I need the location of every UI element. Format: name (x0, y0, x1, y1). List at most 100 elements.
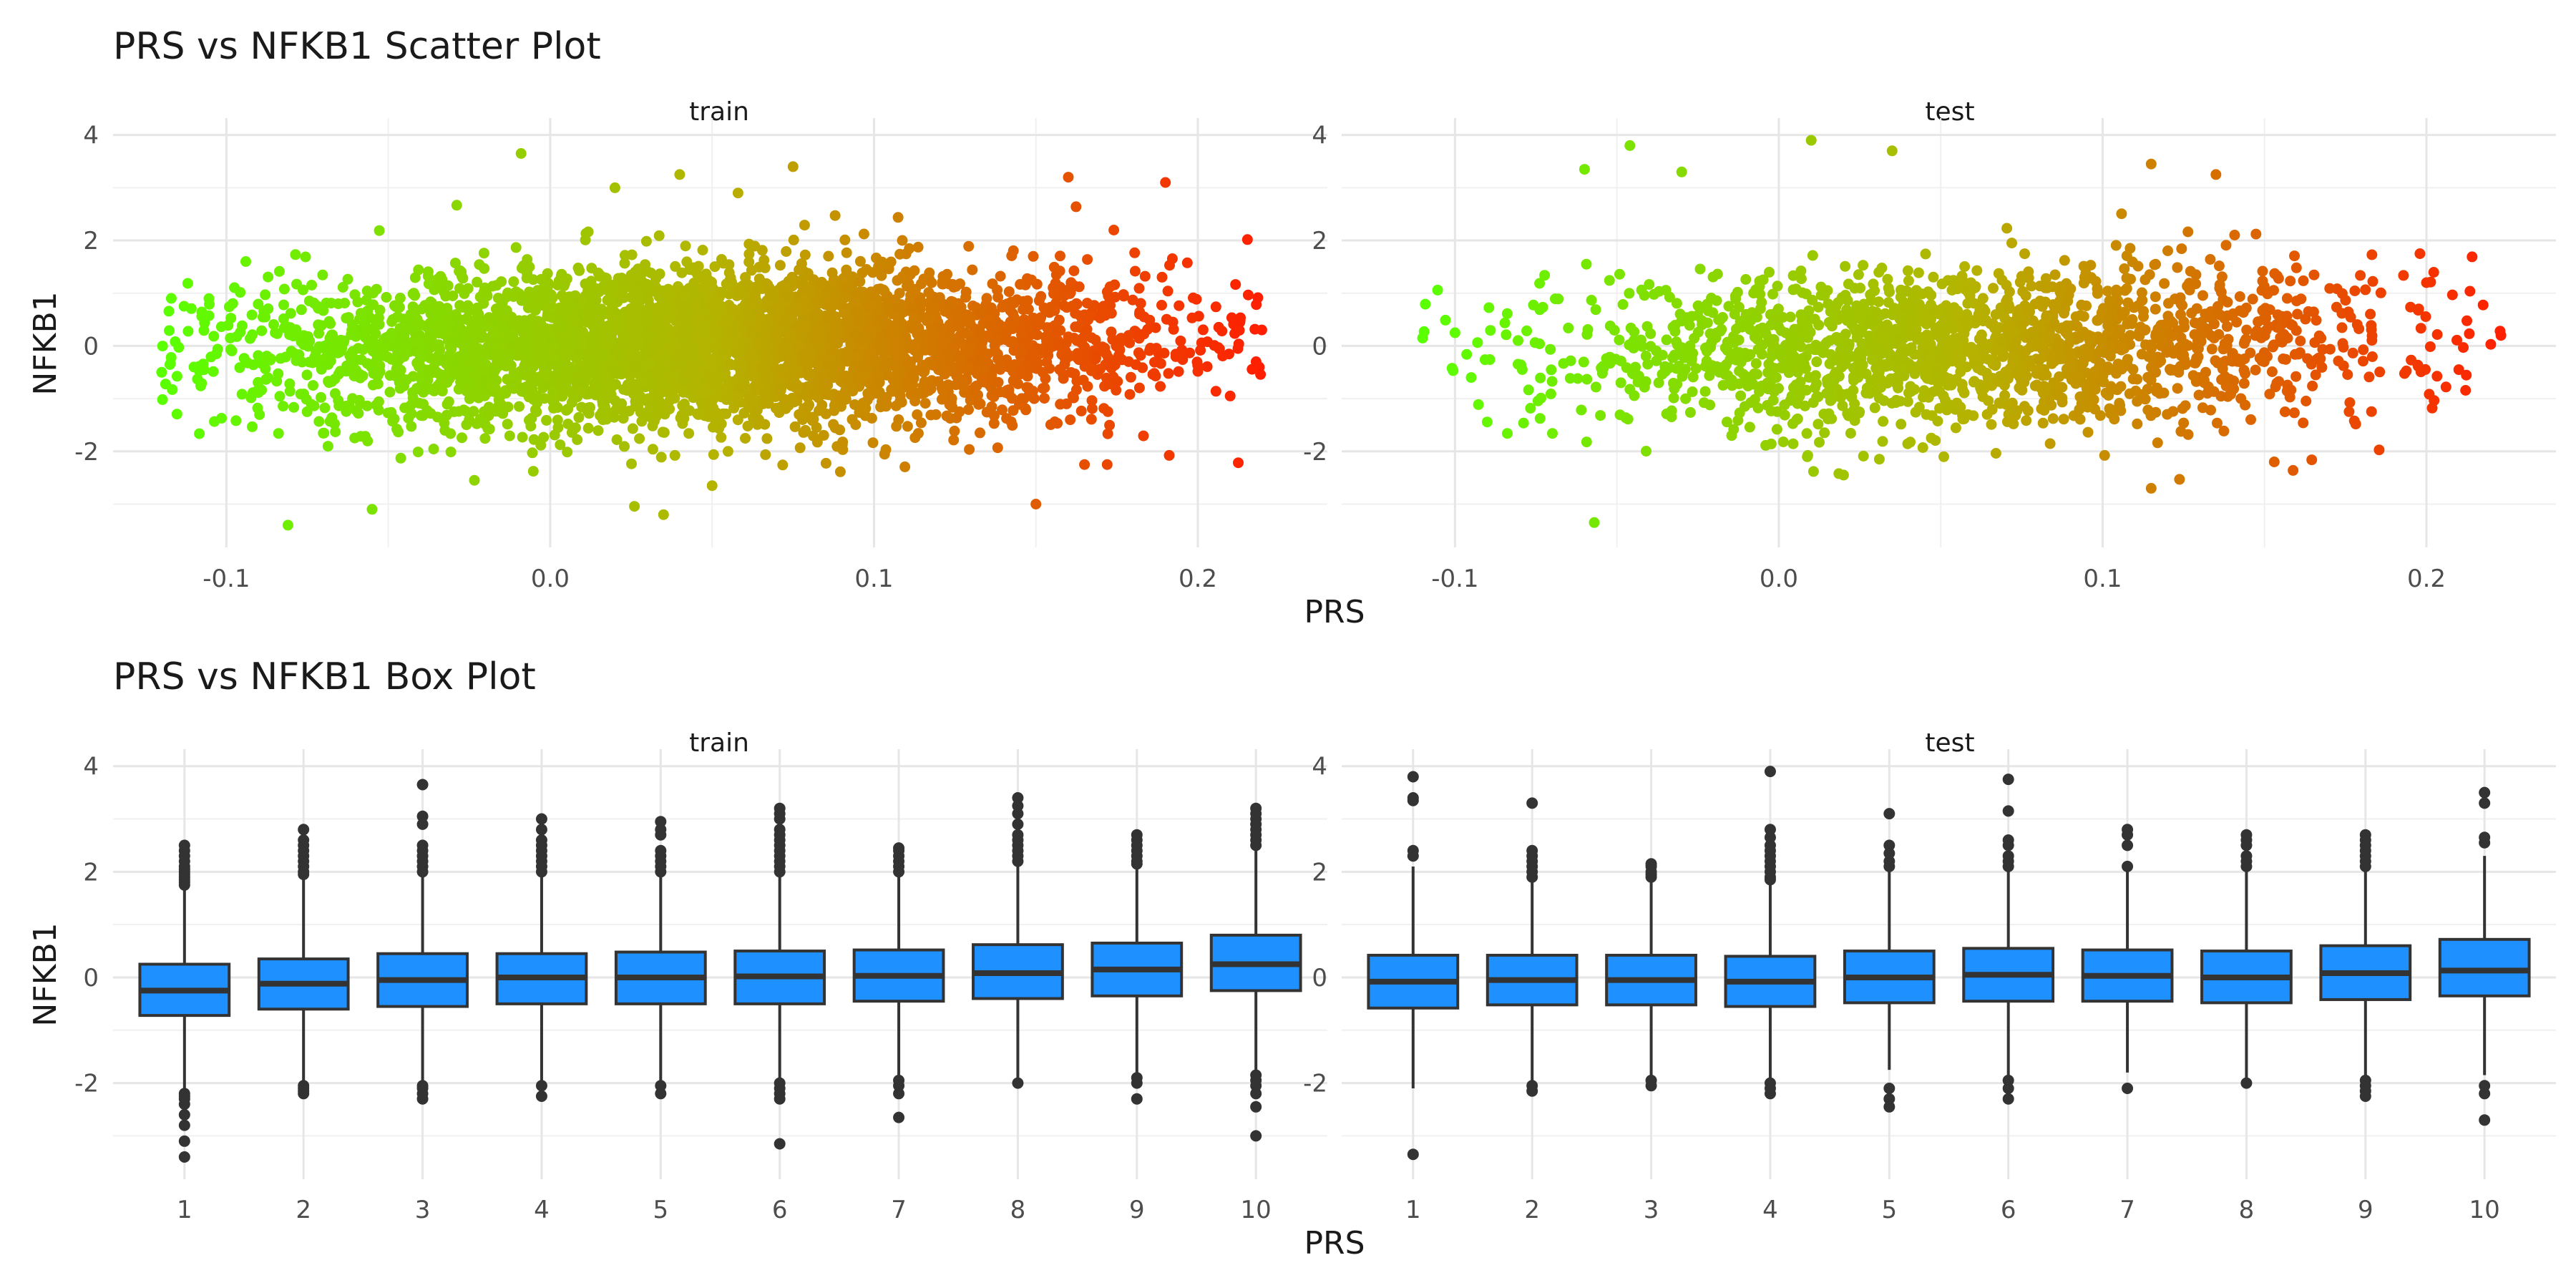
scatter-point (653, 230, 665, 241)
scatter-point (1224, 390, 1236, 401)
scatter-point (374, 304, 386, 316)
scatter-point (949, 425, 960, 436)
scatter-point (428, 444, 439, 454)
scatter-point (504, 430, 515, 441)
x-tick-label: -0.1 (1431, 565, 1478, 593)
y-tick-label: 2 (83, 227, 99, 255)
scatter-point (1473, 399, 1484, 410)
scatter-point (814, 405, 824, 416)
scatter-point (718, 318, 729, 329)
scatter-point (829, 405, 840, 416)
scatter-point (171, 409, 182, 420)
scatter-point (407, 387, 419, 398)
scatter-point (1694, 263, 1706, 275)
scatter-point (640, 305, 652, 316)
scatter-point (445, 351, 457, 363)
scatter-point (987, 278, 998, 290)
scatter-point (669, 449, 680, 461)
scatter-point (735, 367, 746, 379)
scatter-point (911, 387, 922, 399)
y-tick-label: -2 (1303, 438, 1327, 467)
scatter-point (902, 360, 914, 371)
scatter-point (616, 404, 628, 416)
scatter-point (298, 284, 308, 296)
scatter-point (170, 336, 181, 347)
scatter-point (552, 414, 563, 426)
scatter-point (753, 414, 764, 425)
scatter-point (1081, 298, 1093, 309)
scatter-point (780, 316, 791, 327)
scatter-point (2132, 260, 2144, 272)
scatter-point (813, 298, 824, 309)
scatter-point (409, 290, 421, 301)
scatter-point (1135, 298, 1146, 309)
scatter-point (2431, 329, 2443, 340)
scatter-point (722, 336, 733, 348)
scatter-point (784, 369, 795, 380)
scatter-point (892, 315, 904, 326)
scatter-point (394, 293, 406, 303)
scatter-point (655, 303, 667, 315)
scatter-point (469, 326, 480, 337)
scatter-point (1008, 405, 1019, 416)
scatter-point (1595, 410, 1606, 421)
scatter-point (1614, 268, 1625, 280)
scatter-point (798, 278, 809, 290)
scatter-point (627, 292, 638, 303)
scatter-point (508, 291, 519, 302)
scatter-point (541, 414, 552, 426)
scatter-point (862, 362, 873, 374)
scatter-point (634, 433, 645, 444)
scatter-point (540, 371, 551, 382)
scatter-point (165, 293, 177, 304)
scatter-point (479, 349, 490, 361)
scatter-point (355, 308, 366, 319)
scatter-point (165, 358, 176, 369)
scatter-point (2285, 275, 2296, 287)
scatter-point (909, 342, 921, 353)
scatter-point (474, 259, 485, 270)
scatter-point (758, 255, 770, 265)
scatter-point (247, 421, 258, 432)
scatter-point (344, 350, 356, 361)
scatter-point (1161, 313, 1172, 325)
scatter-point (992, 353, 1003, 364)
scatter-point (1432, 284, 1443, 296)
scatter-point (742, 279, 753, 291)
scatter-point (278, 299, 289, 311)
scatter-point (937, 278, 949, 290)
scatter-point (247, 329, 258, 341)
scatter-point (185, 303, 197, 314)
scatter-point (883, 304, 894, 316)
scatter-point (1075, 405, 1087, 416)
scatter-point (658, 509, 669, 520)
scatter-point (916, 278, 927, 290)
scatter-point (372, 379, 384, 389)
scatter-point (469, 474, 480, 486)
scatter-point (395, 452, 406, 464)
scatter-point (361, 295, 372, 306)
scatter-point (751, 296, 762, 307)
scatter-point (515, 148, 527, 159)
scatter-point (952, 321, 964, 332)
scatter-point (526, 413, 537, 424)
scatter-point (743, 306, 754, 317)
scatter-point (323, 358, 334, 370)
scatter-point (892, 212, 904, 223)
scatter-point (2172, 383, 2183, 394)
scatter-point (781, 246, 792, 257)
scatter-point (1168, 323, 1179, 335)
scatter-point (1135, 350, 1146, 361)
scatter-point (373, 396, 384, 407)
scatter-point (674, 358, 686, 369)
scatter-point (677, 400, 688, 411)
scatter-point (839, 234, 851, 245)
scatter-point (1962, 298, 1974, 309)
scatter-point (640, 331, 652, 342)
scatter-point (472, 276, 483, 288)
scatter-point (406, 421, 417, 432)
scatter-point (1162, 286, 1174, 297)
scatter-point (990, 333, 1002, 345)
scatter-point (1928, 271, 1939, 283)
scatter-point (1037, 366, 1048, 378)
